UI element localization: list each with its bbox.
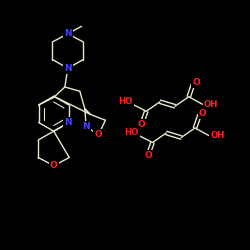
Text: O: O [144, 151, 152, 160]
Text: OH: OH [204, 100, 218, 109]
Text: O: O [138, 120, 145, 129]
Text: N: N [64, 118, 72, 127]
Text: O: O [198, 109, 206, 118]
Text: HO: HO [124, 128, 139, 137]
Text: N: N [82, 122, 90, 131]
Text: O: O [50, 161, 58, 170]
Text: O: O [192, 78, 200, 87]
Text: N: N [64, 29, 72, 38]
Text: O: O [94, 130, 102, 139]
Text: OH: OH [210, 131, 225, 140]
Text: N: N [64, 64, 72, 73]
Text: HO: HO [118, 97, 133, 106]
